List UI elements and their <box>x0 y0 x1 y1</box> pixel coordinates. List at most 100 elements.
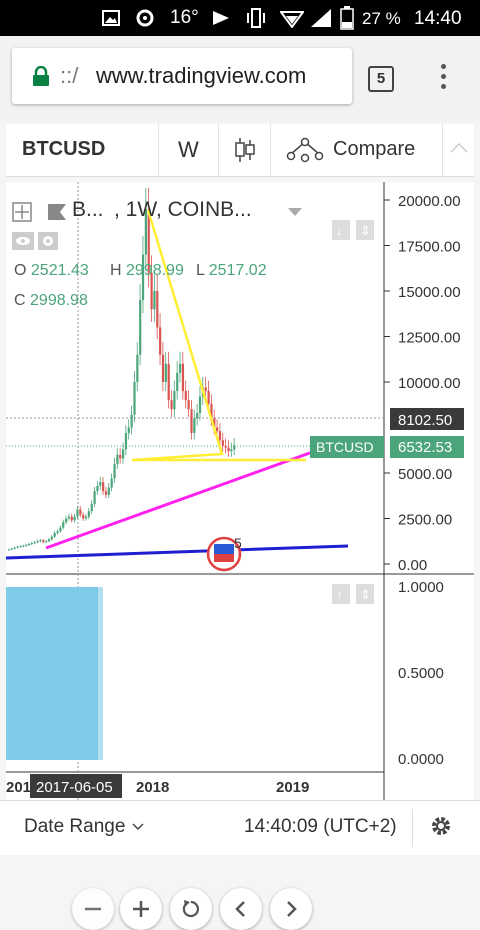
candle-down <box>156 291 159 328</box>
browser-toolbar: ::/ www.tradingview.com 5 <box>0 36 480 122</box>
time-tick-2017: 201 <box>6 779 31 796</box>
date-range-button[interactable]: Date Range <box>24 816 126 837</box>
crosshair-date: 2017-06-05 <box>36 779 113 796</box>
price-tick-label: 0.00 <box>398 557 427 574</box>
address-bar[interactable]: ::/ www.tradingview.com <box>12 48 352 104</box>
candle-up <box>87 511 90 517</box>
lock-icon <box>33 66 49 86</box>
flag-icon[interactable] <box>46 202 68 222</box>
zoom-in-button[interactable] <box>120 888 162 930</box>
candle-up <box>47 539 51 542</box>
settings-icon[interactable] <box>38 232 58 250</box>
support-trend-line <box>45 448 319 550</box>
ohlc-close: C 2998.98 <box>14 292 88 309</box>
eye-icon[interactable] <box>12 232 34 250</box>
chevron-up-icon[interactable] <box>450 142 468 154</box>
indicator-tick-label: 1.0000 <box>398 579 444 596</box>
candle-down <box>207 391 210 404</box>
candle-down <box>79 509 82 515</box>
plus-icon <box>133 901 149 917</box>
candle-down <box>224 445 227 448</box>
battery-percent: 27 % <box>362 9 401 28</box>
indicator-tick-label: 0.0000 <box>398 751 444 768</box>
scroll-left-button[interactable] <box>220 888 262 930</box>
candle-up <box>133 382 136 415</box>
chevron-down-icon[interactable] <box>132 823 144 831</box>
vibrate-icon <box>247 8 265 28</box>
candle-down <box>218 431 222 441</box>
time-tick-2019: 2019 <box>276 779 309 796</box>
wifi-icon <box>280 11 304 28</box>
candles-icon[interactable] <box>234 136 256 164</box>
candle-down <box>102 482 105 492</box>
symbol-tag-label: BTCUSD <box>316 439 374 455</box>
chart-toolbar: BTCUSD W Compare <box>6 124 474 177</box>
compare-icon[interactable] <box>286 136 324 164</box>
bottom-bar: Date Range 14:40:09 (UTC+2) <box>0 800 480 855</box>
candle-up <box>164 363 167 382</box>
candle-up <box>84 516 88 519</box>
pane-buttons-bottom[interactable]: ↑ ⇕ <box>332 584 374 604</box>
candle-up <box>230 449 233 452</box>
candle-up <box>73 516 76 521</box>
candle-up <box>116 454 119 464</box>
candle-up <box>130 414 133 428</box>
scroll-right-button[interactable] <box>270 888 312 930</box>
battery-icon <box>340 6 354 30</box>
gallery-icon <box>102 10 120 26</box>
candle-up <box>176 372 179 392</box>
candle-down <box>161 354 165 382</box>
candle-down <box>150 272 153 310</box>
clock: 14:40 <box>414 8 462 29</box>
candle-down <box>70 516 73 521</box>
histogram-bar <box>6 587 98 760</box>
gear-icon[interactable] <box>430 815 452 837</box>
chevron-down-icon[interactable] <box>288 208 302 216</box>
candle-up <box>53 533 56 537</box>
candle-up <box>62 522 65 528</box>
price-tick-label: 2500.00 <box>398 512 452 529</box>
candle-up <box>198 396 202 413</box>
url-scheme: ::/ <box>60 63 79 88</box>
price-tick-label: 12500.00 <box>398 330 461 347</box>
candle-up <box>19 546 22 548</box>
pane-buttons-top[interactable]: ↓ ⇕ <box>332 220 374 240</box>
tab-switcher-button[interactable]: 5 <box>368 66 394 92</box>
candle-up <box>8 549 11 551</box>
candle-down <box>190 409 193 433</box>
candle-up <box>10 548 14 550</box>
candle-up <box>67 516 71 519</box>
candle-up <box>99 482 102 486</box>
chevron-left-icon <box>235 901 245 917</box>
legend-symbol[interactable]: B... <box>72 198 104 221</box>
candle-down <box>204 387 207 392</box>
url-text: www.tradingview.com <box>96 63 307 88</box>
timezone-clock[interactable]: 14:40:09 (UTC+2) <box>244 816 397 837</box>
price-tick-label: 15000.00 <box>398 284 461 301</box>
symbol-selector[interactable]: BTCUSD <box>22 138 106 160</box>
candle-down <box>216 427 219 432</box>
chart-panel[interactable]: 5 ↓ ⇕ ↑ ⇕ 20000.00 17500.00 15000.00 12500.… <box>6 182 474 930</box>
temperature: 16° <box>170 7 199 28</box>
chart-canvas[interactable]: 5 ↓ ⇕ ↑ ⇕ 20000.00 17500.00 15000.00 12500.… <box>6 182 474 800</box>
candle-up <box>36 541 39 543</box>
legend-title[interactable]: , 1W, COINB... <box>114 198 252 221</box>
reset-chart-button[interactable] <box>170 888 212 930</box>
svg-text:⇕: ⇕ <box>360 223 371 238</box>
browser-menu-button[interactable] <box>440 64 448 94</box>
indicator-axis: 1.0000 0.5000 0.0000 <box>398 579 444 768</box>
reset-icon <box>182 900 199 918</box>
zoom-out-button[interactable] <box>72 888 114 930</box>
indicator-tick-label: 0.5000 <box>398 665 444 682</box>
candle-up <box>110 478 113 488</box>
price-axis: 20000.00 17500.00 15000.00 12500.00 10000.00… <box>384 193 461 574</box>
compare-button[interactable]: Compare <box>333 138 416 160</box>
candle-down <box>119 454 122 459</box>
candle-up <box>59 527 62 532</box>
candle-up <box>144 209 147 255</box>
symbol-tag <box>310 436 384 458</box>
interval-selector[interactable]: W <box>178 137 199 162</box>
chevron-right-icon <box>287 901 297 917</box>
candle-up <box>30 543 33 545</box>
crosshair-tool-icon[interactable] <box>12 202 32 222</box>
